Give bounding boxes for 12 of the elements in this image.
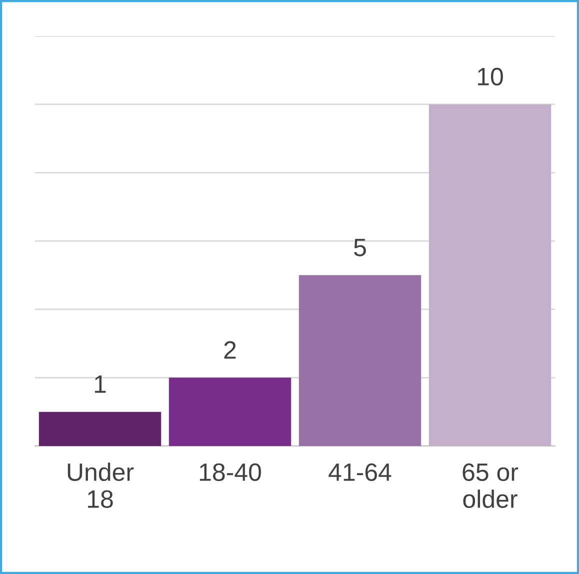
data-label: 10 — [478, 68, 503, 86]
bar — [428, 104, 552, 446]
data-label: 5 — [354, 238, 366, 256]
x-tick-label: 65 or older — [462, 463, 518, 508]
bar — [298, 275, 422, 446]
x-tick-label: Under 18 — [68, 462, 134, 508]
x-tick-label: 41-64 — [328, 463, 392, 482]
data-label: 2 — [224, 341, 236, 359]
data-label: 1 — [94, 376, 106, 393]
bar — [168, 378, 292, 446]
x-tick-label: 18-40 — [200, 463, 261, 482]
bar — [38, 412, 162, 446]
